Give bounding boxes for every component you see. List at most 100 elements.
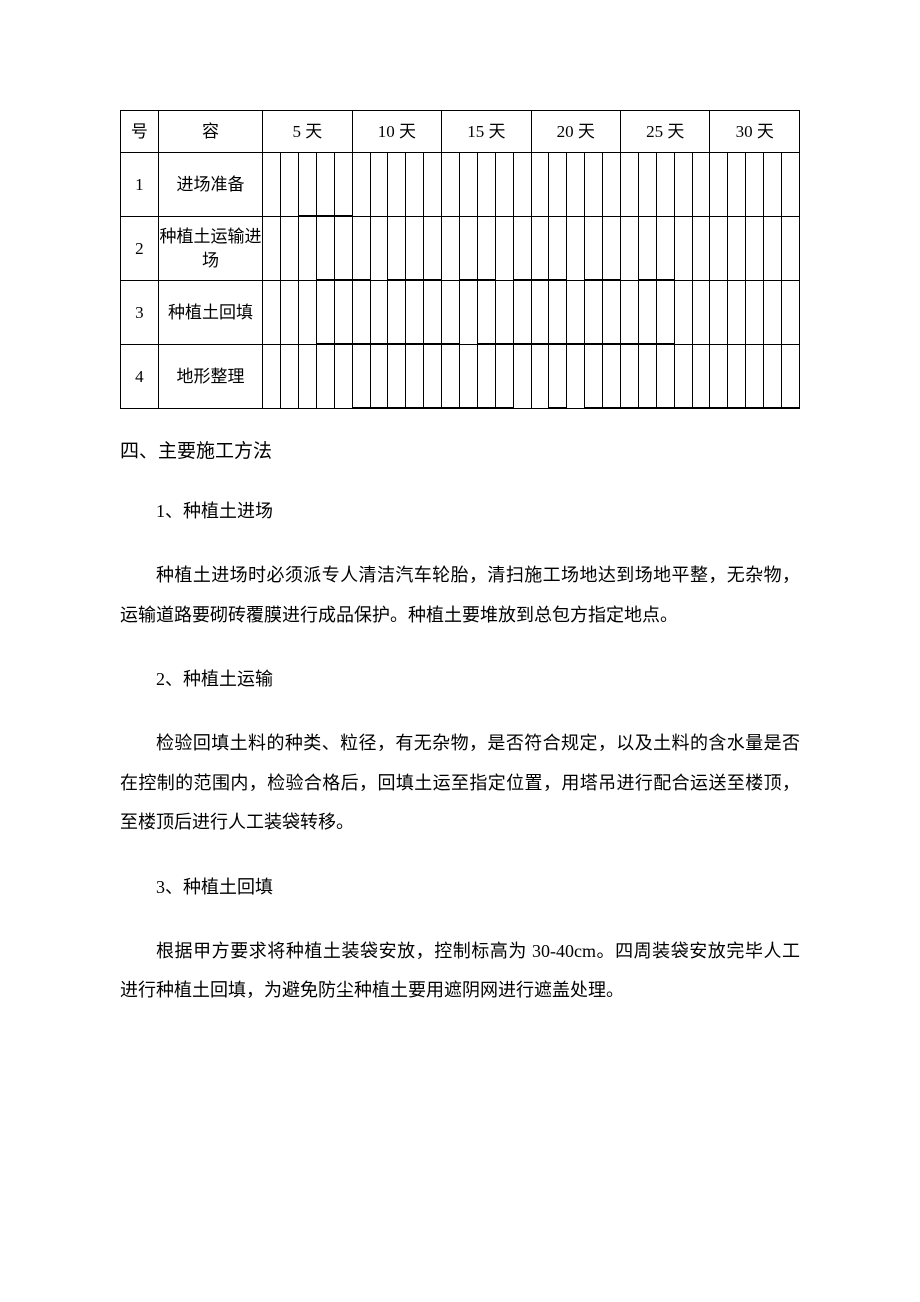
gantt-cell	[495, 153, 513, 217]
subsection-heading: 2、种植土运输	[120, 665, 800, 694]
gantt-bar	[478, 407, 495, 409]
col-header-day: 10 天	[352, 111, 441, 153]
gantt-cell	[459, 153, 477, 217]
gantt-cell	[281, 345, 299, 409]
gantt-cell	[334, 153, 352, 217]
gantt-cell	[710, 281, 728, 345]
gantt-bar	[442, 407, 459, 409]
gantt-cell	[281, 217, 299, 281]
gantt-cell	[638, 217, 656, 281]
gantt-cell	[531, 153, 549, 217]
gantt-cell	[746, 217, 764, 281]
section-heading: 四、主要施工方法	[120, 437, 800, 467]
gantt-row: 1进场准备	[121, 153, 800, 217]
gantt-cell	[370, 217, 388, 281]
gantt-cell	[692, 153, 710, 217]
gantt-cell	[656, 217, 674, 281]
col-header-num: 号	[121, 111, 159, 153]
gantt-cell	[710, 217, 728, 281]
col-header-day: 30 天	[710, 111, 800, 153]
gantt-cell	[352, 345, 370, 409]
gantt-bar	[371, 407, 388, 409]
gantt-cell	[406, 153, 424, 217]
gantt-bar	[782, 407, 799, 409]
body-text: 1、种植土进场种植土进场时必须派专人清洁汽车轮胎，清扫施工场地达到场地平整，无杂…	[120, 497, 800, 1011]
gantt-cell	[746, 153, 764, 217]
row-num: 3	[121, 281, 159, 345]
gantt-cell	[513, 217, 531, 281]
gantt-chart: 号容5 天10 天15 天20 天25 天30 天1进场准备2种植土运输进场3种…	[120, 110, 800, 409]
paragraph: 种植土进场时必须派专人清洁汽车轮胎，清扫施工场地达到场地平整，无杂物，运输道路要…	[120, 556, 800, 635]
gantt-cell	[531, 345, 549, 409]
gantt-cell	[298, 281, 316, 345]
gantt-cell	[352, 153, 370, 217]
gantt-cell	[352, 217, 370, 281]
gantt-cell	[298, 345, 316, 409]
gantt-cell	[567, 281, 585, 345]
gantt-bar	[424, 407, 441, 409]
gantt-cell	[674, 153, 692, 217]
gantt-cell	[442, 217, 460, 281]
gantt-cell	[567, 217, 585, 281]
gantt-cell	[424, 281, 442, 345]
gantt-cell	[728, 153, 746, 217]
gantt-bar	[585, 407, 602, 409]
gantt-cell	[638, 281, 656, 345]
gantt-cell	[549, 153, 567, 217]
gantt-cell	[424, 153, 442, 217]
gantt-bar	[710, 407, 727, 409]
gantt-bar	[406, 407, 423, 409]
gantt-cell	[728, 345, 746, 409]
gantt-cell	[388, 281, 406, 345]
gantt-cell	[406, 281, 424, 345]
gantt-cell	[603, 217, 621, 281]
gantt-cell	[567, 345, 585, 409]
gantt-cell	[442, 281, 460, 345]
gantt-row: 4地形整理	[121, 345, 800, 409]
gantt-cell	[567, 153, 585, 217]
gantt-cell	[513, 345, 531, 409]
col-header-name: 容	[158, 111, 262, 153]
gantt-cell	[621, 217, 639, 281]
gantt-cell	[513, 281, 531, 345]
gantt-cell	[692, 281, 710, 345]
gantt-row: 2种植土运输进场	[121, 217, 800, 281]
gantt-cell	[263, 281, 281, 345]
gantt-bar	[764, 407, 781, 409]
gantt-cell	[710, 345, 728, 409]
gantt-cell	[442, 153, 460, 217]
gantt-cell	[459, 345, 477, 409]
gantt-cell	[585, 217, 603, 281]
gantt-cell	[728, 281, 746, 345]
gantt-bar	[496, 407, 513, 409]
col-header-day: 5 天	[263, 111, 352, 153]
gantt-bar	[728, 407, 745, 409]
gantt-cell	[710, 153, 728, 217]
gantt-cell	[406, 345, 424, 409]
gantt-bar	[657, 407, 674, 409]
gantt-cell	[656, 345, 674, 409]
gantt-cell	[495, 217, 513, 281]
row-name: 进场准备	[158, 153, 262, 217]
row-num: 1	[121, 153, 159, 217]
gantt-cell	[764, 217, 782, 281]
gantt-cell	[263, 217, 281, 281]
gantt-cell	[370, 153, 388, 217]
gantt-cell	[549, 281, 567, 345]
gantt-cell	[531, 281, 549, 345]
gantt-bar	[746, 407, 763, 409]
gantt-cell	[531, 217, 549, 281]
gantt-cell	[406, 217, 424, 281]
gantt-cell	[334, 217, 352, 281]
gantt-cell	[782, 153, 800, 217]
gantt-cell	[495, 345, 513, 409]
gantt-cell	[316, 217, 334, 281]
gantt-cell	[674, 345, 692, 409]
gantt-cell	[782, 217, 800, 281]
gantt-cell	[477, 153, 495, 217]
subsection-heading: 3、种植土回填	[120, 873, 800, 902]
gantt-cell	[585, 281, 603, 345]
gantt-cell	[603, 281, 621, 345]
gantt-cell	[621, 345, 639, 409]
gantt-bar	[639, 407, 656, 409]
